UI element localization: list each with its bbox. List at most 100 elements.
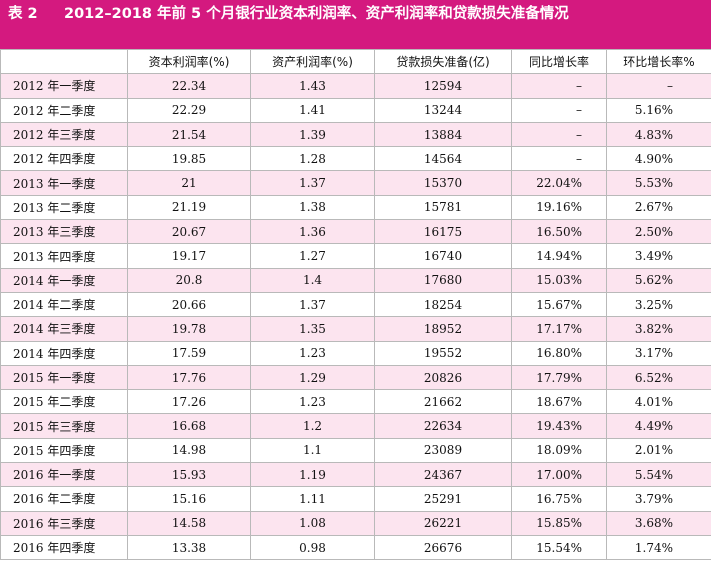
- table-row: 2014 年二季度 20.66 1.37 18254 15.67% 3.25%: [0, 291, 711, 318]
- table-row: 2016 年二季度 15.16 1.11 25291 16.75% 3.79%: [0, 486, 711, 512]
- yoy-growth: –: [511, 73, 607, 99]
- yoy-growth: 18.67%: [511, 389, 607, 415]
- yoy-growth: 14.94%: [511, 243, 607, 269]
- quarter-label: 2012 年四季度: [0, 146, 128, 172]
- yoy-growth: 17.00%: [511, 462, 607, 488]
- qoq-growth: 5.16%: [606, 97, 711, 123]
- capital-profit-rate: 19.85: [127, 146, 251, 172]
- table-body: 2012 年一季度 22.34 1.43 12594– –2012 年二季度 22.29 1…: [0, 73, 711, 561]
- loan-loss-reserve: 21662: [374, 389, 512, 415]
- yoy-growth: 19.43%: [511, 413, 607, 439]
- asset-profit-rate: 1.29: [250, 364, 375, 391]
- header-asset-profit-rate: 资产利润率(%): [250, 48, 375, 75]
- capital-profit-rate: 20.66: [127, 291, 251, 318]
- quarter-label: 2014 年一季度: [0, 267, 128, 293]
- capital-profit-rate: 16.68: [127, 413, 251, 439]
- quarter-label: 2012 年一季度: [0, 73, 128, 99]
- yoy-growth: –: [511, 146, 607, 172]
- qoq-growth: 3.68%: [606, 510, 711, 536]
- qoq-growth: 5.54%: [606, 462, 711, 488]
- table-row: 2014 年三季度 19.78 1.35 18952 17.17% 3.82%: [0, 316, 711, 342]
- qoq-growth: 4.83%: [606, 121, 711, 148]
- quarter-label: 2015 年一季度: [0, 364, 128, 391]
- asset-profit-rate: 1.37: [250, 291, 375, 318]
- loan-loss-reserve: 19552: [374, 340, 512, 366]
- loan-loss-reserve: 18254: [374, 291, 512, 318]
- asset-profit-rate: 0.98: [250, 534, 375, 561]
- qoq-growth: 3.49%: [606, 243, 711, 269]
- capital-profit-rate: 22.29: [127, 97, 251, 123]
- table-row: 2012 年一季度 22.34 1.43 12594– –: [0, 73, 711, 99]
- header-capital-profit-rate: 资本利润率(%): [127, 48, 251, 75]
- quarter-label: 2015 年三季度: [0, 413, 128, 439]
- capital-profit-rate: 22.34: [127, 73, 251, 99]
- header-quarter: [0, 48, 128, 75]
- loan-loss-reserve: 17680: [374, 267, 512, 293]
- table-row: 2012 年二季度 22.29 1.41 13244–5.16%: [0, 97, 711, 123]
- qoq-growth: –: [606, 73, 711, 99]
- table-row: 2015 年四季度 14.98 1.1 23089 18.09% 2.01%: [0, 437, 711, 464]
- loan-loss-reserve: 16740: [374, 243, 512, 269]
- capital-profit-rate: 14.58: [127, 510, 251, 536]
- yoy-growth: 16.75%: [511, 486, 607, 512]
- quarter-label: 2013 年二季度: [0, 194, 128, 221]
- table-row: 2013 年三季度 20.67 1.36 16175 16.50% 2.50%: [0, 219, 711, 245]
- loan-loss-reserve: 15370: [374, 170, 512, 196]
- qoq-growth: 3.82%: [606, 316, 711, 342]
- loan-loss-reserve: 25291: [374, 486, 512, 512]
- quarter-label: 2016 年二季度: [0, 486, 128, 512]
- qoq-growth: 5.53%: [606, 170, 711, 196]
- capital-profit-rate: 19.17: [127, 243, 251, 269]
- loan-loss-reserve: 26221: [374, 510, 512, 536]
- asset-profit-rate: 1.43: [250, 73, 375, 99]
- capital-profit-rate: 15.93: [127, 462, 251, 488]
- qoq-growth: 6.52%: [606, 364, 711, 391]
- quarter-label: 2013 年四季度: [0, 243, 128, 269]
- loan-loss-reserve: 12594: [374, 73, 512, 99]
- loan-loss-reserve: 22634: [374, 413, 512, 439]
- quarter-label: 2012 年三季度: [0, 121, 128, 148]
- table-row: 2015 年一季度 17.76 1.29 20826 17.79% 6.52%: [0, 364, 711, 391]
- loan-loss-reserve: 20826: [374, 364, 512, 391]
- asset-profit-rate: 1.28: [250, 146, 375, 172]
- table-row: 2012 年三季度 21.54 1.39 13884–4.83%: [0, 121, 711, 148]
- table-row: 2016 年一季度 15.93 1.19 24367 17.00% 5.54%: [0, 462, 711, 488]
- yoy-growth: 15.67%: [511, 291, 607, 318]
- header-loan-loss-reserve: 贷款损失准备(亿): [374, 48, 512, 75]
- table-row: 2015 年三季度 16.68 1.2 22634 19.43% 4.49%: [0, 413, 711, 439]
- quarter-label: 2013 年三季度: [0, 219, 128, 245]
- table-row: 2013 年四季度 19.17 1.27 16740 14.94% 3.49%: [0, 243, 711, 269]
- loan-loss-reserve: 18952: [374, 316, 512, 342]
- asset-profit-rate: 1.37: [250, 170, 375, 196]
- qoq-growth: 4.01%: [606, 389, 711, 415]
- quarter-label: 2016 年四季度: [0, 534, 128, 561]
- capital-profit-rate: 20.67: [127, 219, 251, 245]
- qoq-growth: 4.49%: [606, 413, 711, 439]
- capital-profit-rate: 21: [127, 170, 251, 196]
- table-row: 2014 年四季度 17.59 1.23 19552 16.80% 3.17%: [0, 340, 711, 366]
- quarter-label: 2012 年二季度: [0, 97, 128, 123]
- quarter-label: 2016 年一季度: [0, 462, 128, 488]
- header-yoy-growth: 同比增长率: [511, 48, 607, 75]
- asset-profit-rate: 1.23: [250, 389, 375, 415]
- yoy-growth: 15.54%: [511, 534, 607, 561]
- yoy-growth: 22.04%: [511, 170, 607, 196]
- capital-profit-rate: 17.59: [127, 340, 251, 366]
- asset-profit-rate: 1.35: [250, 316, 375, 342]
- loan-loss-reserve: 15781: [374, 194, 512, 221]
- asset-profit-rate: 1.23: [250, 340, 375, 366]
- capital-profit-rate: 17.26: [127, 389, 251, 415]
- table-row: 2012 年四季度 19.85 1.28 14564–4.90%: [0, 146, 711, 172]
- table-number: 表 2: [8, 6, 38, 22]
- table-row: 2014 年一季度 20.8 1.4 17680 15.03% 5.62%: [0, 267, 711, 293]
- yoy-growth: 18.09%: [511, 437, 607, 464]
- quarter-label: 2013 年一季度: [0, 170, 128, 196]
- yoy-growth: 15.03%: [511, 267, 607, 293]
- loan-loss-reserve: 16175: [374, 219, 512, 245]
- quarter-label: 2014 年四季度: [0, 340, 128, 366]
- asset-profit-rate: 1.2: [250, 413, 375, 439]
- capital-profit-rate: 21.19: [127, 194, 251, 221]
- table-row: 2016 年三季度 14.58 1.08 26221 15.85% 3.68%: [0, 510, 711, 536]
- table-row: 2015 年二季度 17.26 1.23 21662 18.67% 4.01%: [0, 389, 711, 415]
- table-title: 2012–2018 年前 5 个月银行业资本利润率、资产利润率和贷款损失准备情况: [64, 6, 569, 22]
